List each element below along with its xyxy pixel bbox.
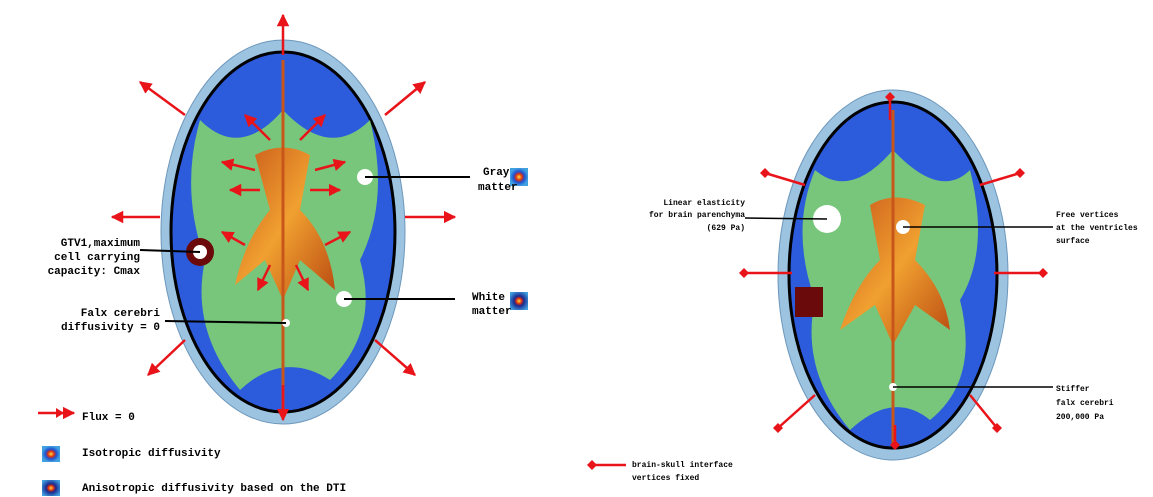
isotropic-icon [510,168,528,186]
right-brain [739,89,1053,461]
legend-label: brain-skull interface [632,461,733,470]
label: Falx cerebri [81,308,161,320]
label: cell carrying [54,252,140,264]
anisotropic-icon [42,480,60,496]
anisotropic-icon [510,292,528,310]
label: surface [1056,237,1090,246]
isotropic-icon [42,446,60,462]
legend-label: Anisotropic diffusivity based on the DTI [82,483,346,495]
label: Gray [483,167,510,179]
label: matter [472,306,512,318]
legend-label: vertices fixed [632,474,699,483]
label: matter [478,182,518,194]
label: (629 Pa) [707,224,745,233]
label: for brain parenchyma [649,211,745,220]
label: diffusivity = 0 [61,322,160,334]
left-brain [110,13,528,425]
label: Linear elasticity [663,199,745,208]
legend-label: Isotropic diffusivity [82,448,221,460]
label: GTV1,maximum [61,238,141,250]
label: falx cerebri [1056,399,1114,408]
label: at the ventricles [1056,224,1138,233]
label: White [472,292,505,304]
legend-label: Flux = 0 [82,412,135,424]
label: Stiffer [1056,385,1090,394]
label: capacity: Cmax [48,266,141,278]
label: 200,000 Pa [1056,413,1104,422]
label: Free vertices [1056,211,1119,220]
flux-icon [56,408,64,418]
